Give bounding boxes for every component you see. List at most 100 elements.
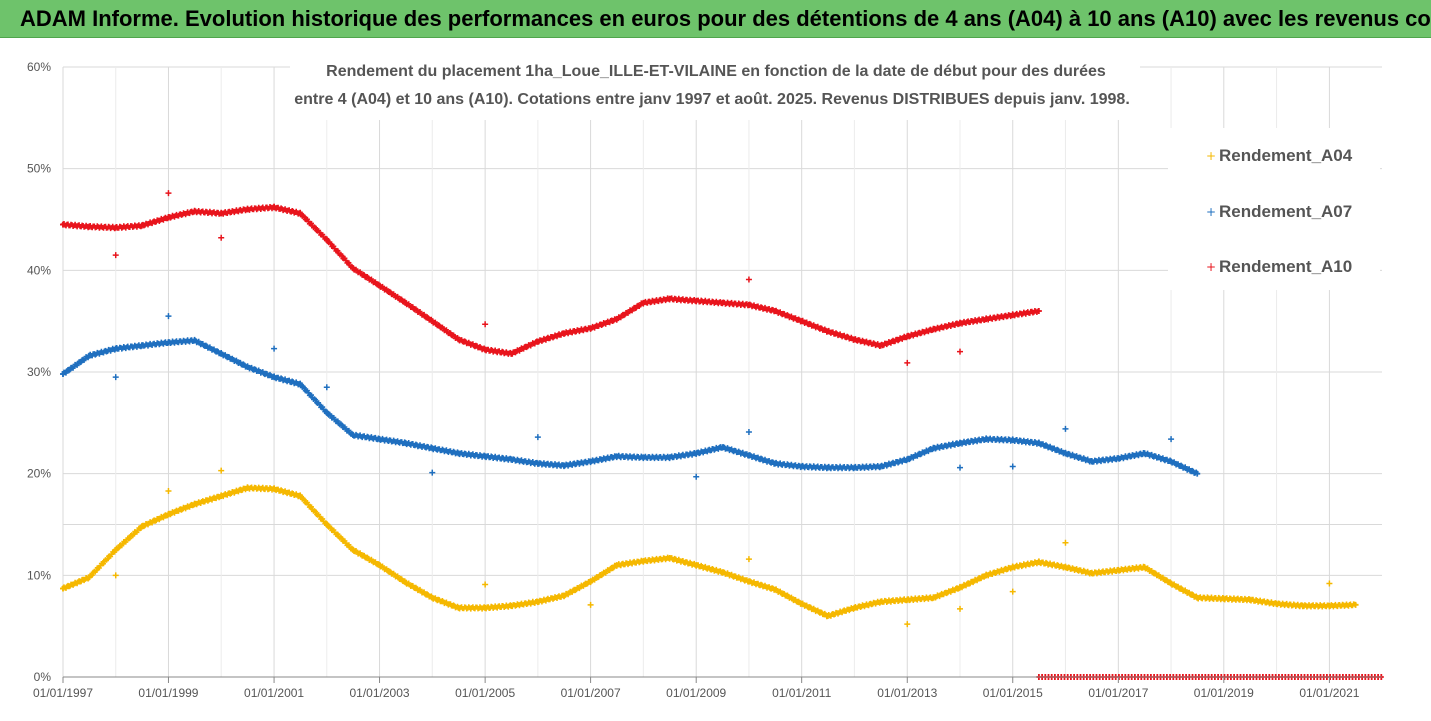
data-point [271, 204, 278, 211]
data-point [86, 574, 93, 581]
data-point [218, 493, 225, 500]
data-point [640, 299, 647, 306]
legend-label-a10: Rendement_A10 [1219, 257, 1352, 276]
data-point [534, 460, 541, 467]
data-point [86, 223, 93, 230]
x-tick-label: 01/01/1999 [138, 686, 198, 700]
data-point [138, 222, 145, 229]
outlier-point-a04 [218, 467, 225, 474]
y-tick-label: 10% [27, 568, 51, 582]
x-tick-label: 01/01/2009 [666, 686, 726, 700]
data-point [86, 352, 93, 359]
data-point [745, 578, 752, 585]
data-point [1088, 458, 1095, 465]
data-point [772, 586, 779, 593]
data-point [824, 464, 831, 471]
legend-marker-a07: + [1206, 205, 1216, 219]
legend-label-a04: Rendement_A04 [1219, 146, 1353, 165]
data-point [1035, 308, 1042, 314]
data-point [429, 318, 436, 325]
data-point [376, 562, 383, 569]
y-tick-label: 50% [27, 162, 51, 176]
chart-title-line2: entre 4 (A04) et 10 ans (A10). Cotations… [294, 91, 1130, 108]
data-point [1246, 596, 1253, 603]
outlier-point-a10 [165, 190, 172, 197]
series-a10 [60, 203, 1042, 357]
data-point [1273, 600, 1280, 607]
data-point [349, 546, 356, 553]
data-point [323, 236, 330, 243]
series-a07 [60, 336, 1201, 477]
x-tick-label: 01/01/2007 [561, 686, 621, 700]
data-point [983, 572, 990, 579]
outlier-point-a04 [957, 605, 964, 612]
data-point [349, 432, 356, 439]
y-tick-label: 30% [27, 365, 51, 379]
data-point [191, 337, 198, 344]
data-point [1141, 450, 1148, 457]
data-point [904, 333, 911, 340]
data-point [772, 460, 779, 467]
legend: + Rendement_A04 + Rendement_A07 + Rendem… [1168, 128, 1380, 290]
data-point [798, 318, 805, 325]
banner-title: ADAM Informe. Evolution historique des p… [20, 6, 1431, 31]
series-a04 [60, 484, 1359, 620]
y-tick-label: 20% [27, 467, 51, 481]
outlier-point-a10 [745, 276, 752, 283]
data-point [1009, 312, 1016, 319]
data-point [930, 326, 937, 333]
data-point [1299, 602, 1306, 609]
data-point [297, 493, 304, 500]
data-point [851, 464, 858, 471]
data-point [877, 342, 884, 349]
data-point [587, 458, 594, 465]
data-point [165, 511, 172, 518]
data-point [745, 301, 752, 308]
outlier-point-a07 [1009, 463, 1016, 470]
x-tick-label: 01/01/2013 [877, 686, 937, 700]
data-point [613, 453, 620, 460]
data-point [983, 436, 990, 443]
data-point [1168, 458, 1175, 465]
data-point [587, 325, 594, 332]
data-point [719, 444, 726, 451]
data-point [244, 484, 251, 491]
outlier-point-a10 [218, 234, 225, 241]
data-point [561, 462, 568, 469]
outlier-point-a07 [1168, 436, 1175, 443]
data-point [112, 224, 119, 231]
grid-lines [62, 66, 1382, 678]
data-point [218, 210, 225, 217]
data-point [482, 346, 489, 353]
data-point [798, 600, 805, 607]
data-point [508, 350, 515, 357]
data-point [1168, 580, 1175, 587]
data-point [402, 440, 409, 447]
data-point [1035, 559, 1042, 566]
outlier-point-a07 [165, 313, 172, 320]
data-point [402, 579, 409, 586]
data-point [429, 594, 436, 601]
x-tick-label: 01/01/2003 [349, 686, 409, 700]
data-point [112, 345, 119, 352]
x-tick-label: 01/01/2011 [772, 686, 831, 700]
outlier-point-a10 [482, 321, 489, 328]
series-points [60, 336, 1199, 476]
data-point [904, 456, 911, 463]
data-point [824, 328, 831, 335]
data-point [271, 374, 278, 381]
outlier-point-a07 [957, 464, 964, 471]
x-tick-label: 01/01/2021 [1299, 686, 1359, 700]
data-point [60, 371, 66, 378]
outlier-point-a04 [904, 621, 911, 628]
data-point [1009, 564, 1016, 571]
data-point [376, 436, 383, 443]
data-point [534, 598, 541, 605]
data-point [138, 342, 145, 349]
outlier-point-a07 [693, 473, 700, 480]
data-point [482, 604, 489, 611]
outlier-point-a07 [112, 374, 119, 381]
x-tick-label: 01/01/2005 [455, 686, 515, 700]
chart-title-box [290, 52, 1140, 120]
data-point [60, 585, 66, 592]
